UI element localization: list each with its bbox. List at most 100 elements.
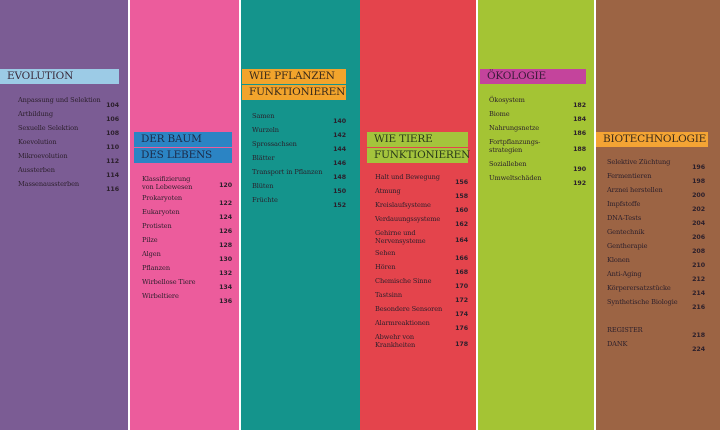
entry-page: 160 — [455, 207, 468, 214]
toc-entry[interactable]: Arznei herstellen 200 — [607, 186, 705, 200]
entry-label: Massenaussterben — [18, 180, 80, 188]
toc-entry-register[interactable]: REGISTER 218 — [607, 326, 705, 340]
toc-entry[interactable]: Gentherapie 208 — [607, 242, 705, 256]
toc-entry[interactable]: Gentechnik 206 — [607, 228, 705, 242]
toc-entry[interactable]: Sehen 166 — [375, 249, 468, 263]
entry-page: 120 — [219, 182, 232, 189]
toc-entry[interactable]: Anpassung und Selektion 104 — [18, 96, 119, 110]
toc-entry[interactable]: Mikroevolution 112 — [18, 152, 119, 166]
entry-page: 126 — [219, 228, 232, 235]
entry-label: Besondere Sensoren — [375, 305, 443, 313]
entry-page: 148 — [333, 174, 346, 181]
entry-page: 210 — [692, 262, 705, 269]
toc-entry[interactable]: Nahrungsnetze 186 — [489, 124, 586, 138]
section-title-pflanzen-line1: WIE PFLANZEN — [242, 69, 346, 84]
toc-entry[interactable]: Pflanzen 132 — [142, 264, 232, 278]
entry-page: 190 — [573, 166, 586, 173]
toc-entry[interactable]: Tastsinn 172 — [375, 291, 468, 305]
toc-entry[interactable]: Prokaryoten 122 — [142, 194, 232, 208]
toc-entry[interactable]: Blüten 150 — [252, 182, 346, 196]
toc-entry[interactable]: Ökosystem 182 — [489, 96, 586, 110]
toc-entry[interactable]: Wirbellose Tiere 134 — [142, 278, 232, 292]
toc-entry[interactable]: Umweltschäden 192 — [489, 174, 586, 188]
toc-entry[interactable]: Impfstoffe 202 — [607, 200, 705, 214]
entry-label: Abwehr von Krankheiten — [375, 333, 416, 349]
entry-page: 198 — [692, 178, 705, 185]
entry-page: 214 — [692, 290, 705, 297]
entry-label: Wirbellose Tiere — [142, 278, 196, 286]
toc-entry[interactable]: Klassifizierung von Lebewesen 120 — [142, 175, 232, 194]
section-title-biotechnologie: BIOTECHNOLOGIE — [596, 132, 708, 147]
entry-label: Klonen — [607, 256, 630, 264]
toc-entry[interactable]: Sprossachsen 144 — [252, 140, 346, 154]
toc-entry[interactable]: Eukaryoten 124 — [142, 208, 232, 222]
toc-entry[interactable]: Algen 130 — [142, 250, 232, 264]
toc-entry[interactable]: Protisten 126 — [142, 222, 232, 236]
entry-page: 164 — [455, 237, 468, 244]
toc-entry[interactable]: Blätter 146 — [252, 154, 346, 168]
toc-entry[interactable]: Anti-Aging 212 — [607, 270, 705, 284]
column-evolution: EVOLUTION Anpassung und Selektion 104 Art… — [0, 0, 128, 430]
toc-entry[interactable]: Wirbeltiere 136 — [142, 292, 232, 306]
entry-label: Umweltschäden — [489, 174, 542, 182]
entry-page: 208 — [692, 248, 705, 255]
entry-page: 156 — [455, 179, 468, 186]
entry-page: 140 — [333, 118, 346, 125]
toc-entry[interactable]: Samen 140 — [252, 112, 346, 126]
entry-label: Blätter — [252, 154, 275, 162]
toc-entry[interactable]: Biome 184 — [489, 110, 586, 124]
toc-entry[interactable]: Pilze 128 — [142, 236, 232, 250]
toc-entry[interactable]: Abwehr von Krankheiten 178 — [375, 333, 468, 353]
toc-entry[interactable]: Transport in Pflanzen 148 — [252, 168, 346, 182]
entry-page: 112 — [106, 158, 119, 165]
toc-entry[interactable]: Synthetische Biologie 216 — [607, 298, 705, 312]
entry-label: Verdauungssysteme — [375, 215, 441, 223]
toc-entry[interactable]: Sozialleben 190 — [489, 160, 586, 174]
toc-entry[interactable]: Artbildung 106 — [18, 110, 119, 124]
toc-entry[interactable]: Wurzeln 142 — [252, 126, 346, 140]
column-biotechnologie: BIOTECHNOLOGIE Selektive Züchtung 196 Fer… — [596, 0, 720, 430]
toc-entry[interactable]: Selektive Züchtung 196 — [607, 158, 705, 172]
entry-page: 182 — [573, 102, 586, 109]
toc-entry-dank[interactable]: DANK 224 — [607, 340, 705, 354]
toc-entry[interactable]: Fermentieren 198 — [607, 172, 705, 186]
entry-label: Gehirne und Nervensysteme — [375, 229, 426, 245]
toc-entry[interactable]: DNA-Tests 204 — [607, 214, 705, 228]
entry-page: 206 — [692, 234, 705, 241]
toc-entry[interactable]: Gehirne und Nervensysteme 164 — [375, 229, 468, 249]
section-title-oekologie: ÖKOLOGIE — [480, 69, 586, 84]
toc-entry[interactable]: Früchte 152 — [252, 196, 346, 210]
entry-label: Artbildung — [18, 110, 53, 118]
entry-page: 224 — [692, 346, 705, 353]
entry-page: 124 — [219, 214, 232, 221]
entry-label: Wurzeln — [252, 126, 279, 134]
entry-label: Anpassung und Selektion — [18, 96, 101, 104]
toc-entry[interactable]: Atmung 158 — [375, 187, 468, 201]
toc-entry[interactable]: Fortpflanzungs-strategien 188 — [489, 138, 586, 160]
toc-entry[interactable]: Besondere Sensoren 174 — [375, 305, 468, 319]
entry-page: 136 — [219, 298, 232, 305]
entry-label: Fermentieren — [607, 172, 652, 180]
entry-page: 146 — [333, 160, 346, 167]
entry-page: 134 — [219, 284, 232, 291]
toc-entry[interactable]: Koevolution 110 — [18, 138, 119, 152]
entry-label: DNA-Tests — [607, 214, 642, 222]
toc-entry[interactable]: Hören 168 — [375, 263, 468, 277]
section-title-baum-line1: DER BAUM — [134, 132, 232, 147]
toc-entry[interactable]: Sexuelle Selektion 108 — [18, 124, 119, 138]
entry-label: Kreislaufsysteme — [375, 201, 431, 209]
toc-entry[interactable]: Verdauungssysteme 162 — [375, 215, 468, 229]
toc-entry[interactable]: Halt und Bewegung 156 — [375, 173, 468, 187]
entry-page: 168 — [455, 269, 468, 276]
toc-entry[interactable]: Körperersatzstücke 214 — [607, 284, 705, 298]
toc-entry[interactable]: Chemische Sinne 170 — [375, 277, 468, 291]
toc-entry[interactable]: Alarmreaktionen 176 — [375, 319, 468, 333]
entry-label: Eukaryoten — [142, 208, 180, 216]
toc-entry[interactable]: Kreislaufsysteme 160 — [375, 201, 468, 215]
column-baum-des-lebens: DER BAUM DES LEBENS Klassifizierung von … — [130, 0, 239, 430]
toc-entry[interactable]: Massenaussterben 116 — [18, 180, 119, 194]
toc-entry[interactable]: Aussterben 114 — [18, 166, 119, 180]
section-title-tiere-line1: WIE TIERE — [367, 132, 468, 147]
entry-label: Hören — [375, 263, 396, 271]
toc-entry[interactable]: Klonen 210 — [607, 256, 705, 270]
